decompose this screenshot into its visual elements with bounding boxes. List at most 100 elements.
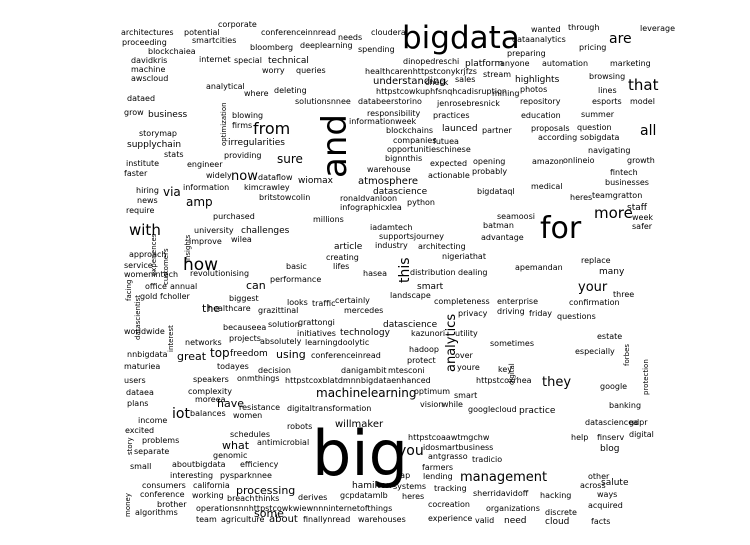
word-three: three (613, 290, 634, 299)
word-purchased: purchased (213, 212, 255, 221)
word-repository: repository (520, 97, 561, 106)
word-heres: heres (402, 492, 424, 501)
word-iot: iot (172, 406, 190, 422)
word-completeness: completeness (434, 297, 490, 306)
word-awscloud: awscloud (131, 74, 168, 83)
word-bignnthis: bignnthis (385, 154, 422, 163)
word-need: need (504, 516, 527, 526)
word-interesting: interesting (170, 471, 213, 480)
word-opening: opening (473, 157, 505, 166)
word-what: what (222, 439, 250, 452)
word-python: python (407, 198, 435, 207)
word-faster: faster (124, 169, 148, 178)
word-staff: staff (627, 203, 648, 213)
word-machinelearning: machinelearning (316, 386, 417, 400)
word-projects: projects (229, 334, 261, 343)
word-nnbigdata: nnbigdata (127, 350, 168, 359)
word-sales: sales (455, 75, 475, 84)
word-irregularities: irregularities (228, 138, 285, 148)
word-you: you (398, 443, 424, 459)
word-education: education (521, 111, 561, 120)
word-dataed: dataed (127, 94, 155, 103)
word-davidkris: davidkris (131, 56, 167, 65)
word-engineer: engineer (187, 160, 223, 169)
word-industry: industry (375, 241, 408, 250)
word-model: model (630, 97, 655, 106)
word-insights: insights (184, 234, 192, 262)
word-lending: lending (423, 472, 453, 481)
word-blockchains: blockchains (386, 126, 433, 135)
word-browsing: browsing (589, 72, 625, 81)
word-mining: mining (492, 89, 519, 98)
word-kimcrawley: kimcrawley (244, 183, 290, 192)
word-chinese: chinese (440, 145, 471, 154)
word-worldwide: worldwide (124, 327, 165, 336)
word-resistance: resistance (239, 403, 280, 412)
word-needs: needs (338, 33, 362, 42)
word-gcpdatamlb: gcpdatamlb (340, 491, 388, 500)
word-traffic: traffic (312, 299, 335, 308)
word-that: that (628, 76, 659, 94)
word-bloomberg: bloomberg (250, 43, 293, 52)
word-organizations: organizations (486, 504, 540, 513)
word-hamilton: hamilton (352, 481, 392, 491)
word-seamoosi: seamoosi (497, 212, 535, 221)
word-supplychain: supplychain (127, 140, 181, 150)
word-conference: conference (140, 490, 185, 499)
word-more: more (594, 204, 633, 222)
word-enterprise: enterprise (497, 297, 538, 306)
word-httpstcoxblatdmnnbigdata: httpstcoxblatdmnnbigdataenhanced (285, 376, 431, 385)
word-lifes: lifes (333, 262, 349, 271)
word-absolutely: absolutely (260, 337, 302, 346)
word-automation: automation (542, 59, 588, 68)
word-big: big (312, 417, 408, 490)
word-certainly: certainly (335, 296, 370, 305)
word-antimicrobial: antimicrobial (257, 438, 309, 447)
word-information: information (183, 183, 229, 192)
word-tradicio: tradicio (472, 455, 502, 464)
word-some: some (254, 507, 284, 520)
word-deleting: deleting (274, 86, 307, 95)
word-queries: queries (296, 66, 326, 75)
word-other: other (588, 472, 610, 481)
word-sometimes: sometimes (490, 339, 534, 348)
word-separate: separate (134, 447, 169, 456)
word-pysparknnee: pysparknnee (220, 471, 272, 480)
word-customers: customers (162, 248, 170, 285)
word-small: small (130, 462, 151, 471)
word-danigambit: danigambit (341, 366, 386, 375)
word-discrete: discrete (545, 508, 577, 517)
word-vision: vision (420, 400, 443, 409)
word-derives: derives (298, 493, 327, 502)
word-databeerstorino: databeerstorino (358, 97, 422, 106)
word-highlights: highlights (515, 75, 560, 85)
word-special: special (234, 56, 262, 65)
word-moreea: moreea (195, 395, 226, 404)
word-mtesconi: mtesconi (388, 366, 425, 375)
word-jenrosebresnick: jenrosebresnick (436, 99, 500, 108)
word-algorithms: algorithms (135, 508, 178, 517)
word-practice: practice (519, 406, 556, 416)
word-amazon: amazon (532, 157, 564, 166)
word-optimization: optimization (220, 102, 228, 146)
word-news: news (137, 196, 158, 205)
word-datascientist: datascientist (134, 295, 142, 340)
word-gold: gold (140, 292, 157, 301)
word-question: question (577, 123, 612, 132)
word-kazunori: kazunori (411, 329, 445, 338)
word-speak: smart (454, 391, 477, 400)
word-bigdataql: bigdataql (477, 187, 515, 196)
word-fcholler: fcholler (160, 292, 191, 301)
word-and: and (315, 114, 355, 178)
word-apemandan: apemandan (515, 263, 563, 272)
word-heres2: heres (570, 193, 592, 202)
word-sap: sap (396, 471, 410, 480)
word-httpstcowkuphfsnqhcadisruption: httpstcowkuphfsnqhcadisruption (376, 87, 507, 96)
word-hadoop: hadoop (409, 345, 439, 354)
word-stream: stream (483, 70, 511, 79)
word-dataanalytics: dataanalytics (512, 35, 566, 44)
word-womenintech: womenintech (124, 270, 178, 279)
word-grow: grow (124, 108, 144, 117)
word-conferenceinnread: conferenceinnread (261, 28, 336, 37)
word-balances: balances (190, 409, 226, 418)
